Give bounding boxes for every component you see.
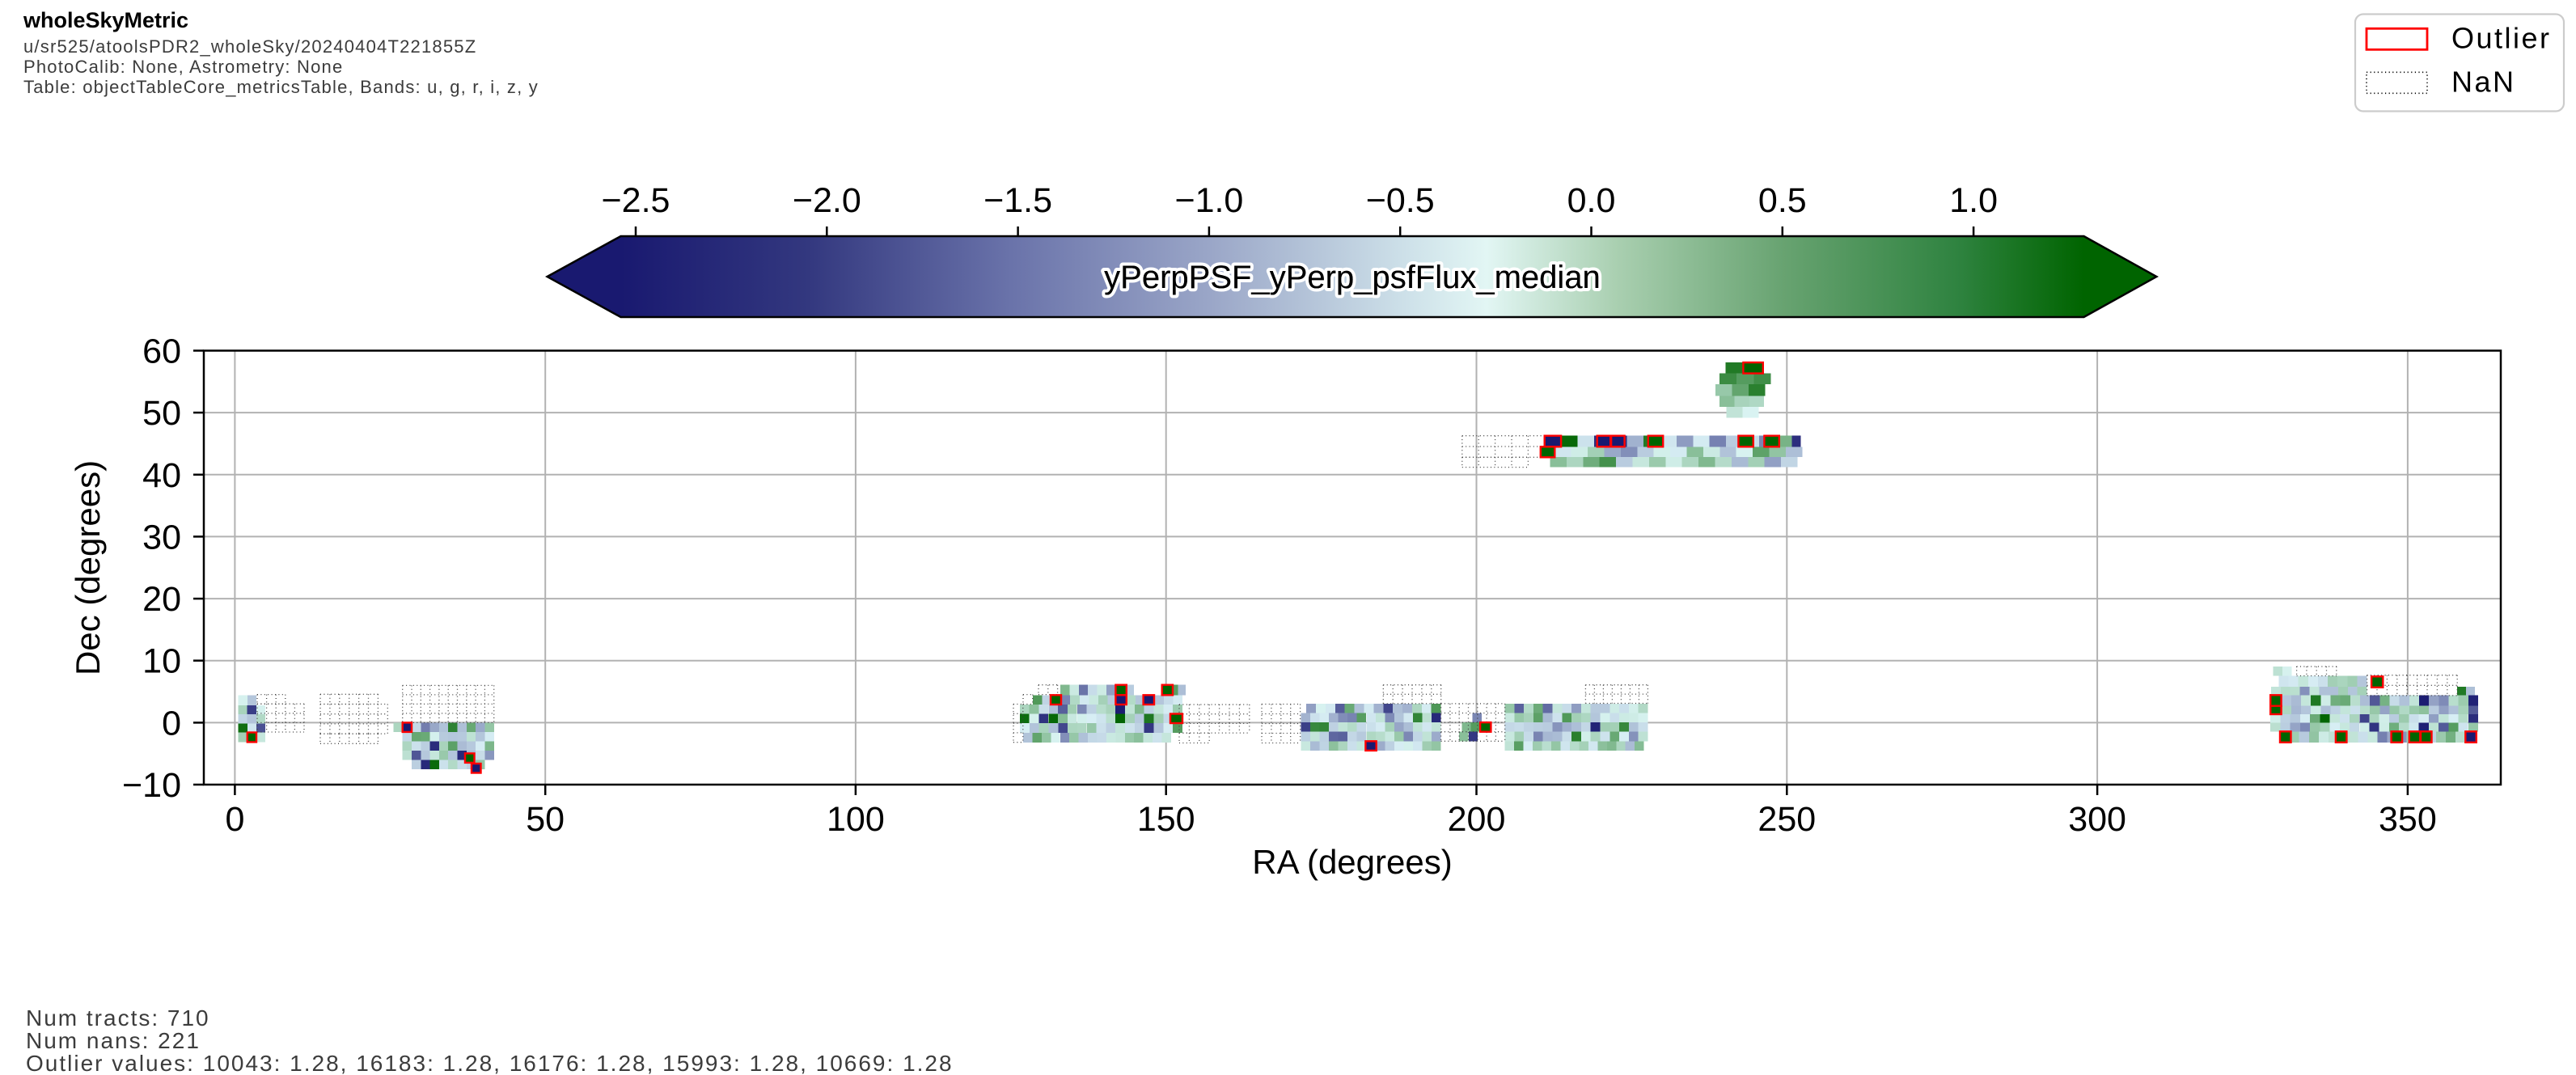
svg-text:200: 200 xyxy=(1448,800,1506,839)
svg-text:−0.5: −0.5 xyxy=(1366,181,1435,220)
svg-text:300: 300 xyxy=(2068,800,2126,839)
svg-text:yPerpPSF_yPerp_psfFlux_median: yPerpPSF_yPerp_psfFlux_median xyxy=(1104,260,1601,295)
svg-text:0: 0 xyxy=(162,704,181,743)
svg-text:0: 0 xyxy=(225,800,244,839)
svg-text:u/sr525/atoolsPDR2_wholeSky/20: u/sr525/atoolsPDR2_wholeSky/20240404T221… xyxy=(23,36,476,57)
svg-text:−1.5: −1.5 xyxy=(983,181,1052,220)
svg-text:NaN: NaN xyxy=(2451,66,2516,99)
svg-text:yPerpPSF_yPerp_psfFlux_median: yPerpPSF_yPerp_psfFlux_median xyxy=(1104,260,1601,295)
svg-text:50: 50 xyxy=(142,394,181,433)
svg-text:−2.5: −2.5 xyxy=(602,181,670,220)
svg-text:0.0: 0.0 xyxy=(1567,181,1616,220)
svg-text:40: 40 xyxy=(142,456,181,495)
svg-text:−1.0: −1.0 xyxy=(1174,181,1243,220)
svg-text:Dec (degrees): Dec (degrees) xyxy=(69,460,107,675)
svg-text:150: 150 xyxy=(1137,800,1195,839)
svg-text:10: 10 xyxy=(142,642,181,681)
svg-text:PhotoCalib: None, Astrometry:: PhotoCalib: None, Astrometry: None xyxy=(23,57,343,77)
svg-text:Num nans: 221: Num nans: 221 xyxy=(26,1028,201,1053)
svg-text:RA (degrees): RA (degrees) xyxy=(1252,843,1452,881)
svg-text:−2.0: −2.0 xyxy=(793,181,861,220)
svg-text:−10: −10 xyxy=(122,766,181,805)
svg-text:350: 350 xyxy=(2379,800,2437,839)
svg-text:250: 250 xyxy=(1758,800,1816,839)
svg-text:60: 60 xyxy=(142,332,181,371)
svg-text:wholeSkyMetric: wholeSkyMetric xyxy=(23,8,188,32)
svg-text:Num tracts: 710: Num tracts: 710 xyxy=(26,1005,210,1031)
svg-text:Outlier values: 10043: 1.28, 1: Outlier values: 10043: 1.28, 16183: 1.28… xyxy=(26,1051,954,1075)
svg-text:0.5: 0.5 xyxy=(1758,181,1807,220)
svg-text:50: 50 xyxy=(526,800,565,839)
svg-text:Outlier: Outlier xyxy=(2451,22,2552,55)
svg-text:Table: objectTableCore_metrics: Table: objectTableCore_metricsTable, Ban… xyxy=(23,77,539,97)
svg-text:1.0: 1.0 xyxy=(1949,181,1998,220)
svg-text:100: 100 xyxy=(827,800,885,839)
svg-text:20: 20 xyxy=(142,580,181,619)
svg-text:30: 30 xyxy=(142,518,181,557)
